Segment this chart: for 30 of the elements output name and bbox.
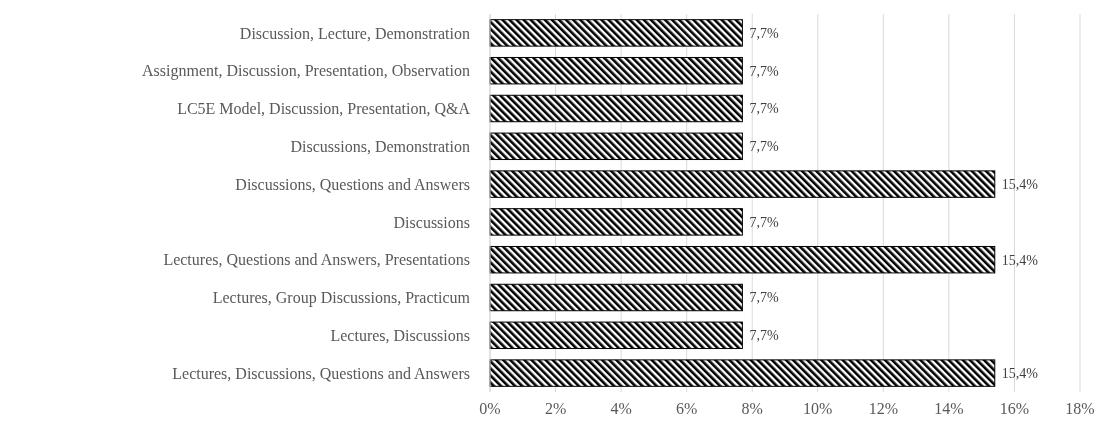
x-tick-label: 2%: [544, 400, 567, 417]
data-label: 7,7%: [749, 139, 779, 155]
data-label: 15,4%: [1001, 366, 1039, 381]
x-tick-label: 0%: [479, 400, 501, 417]
data-label: 7,7%: [749, 63, 779, 79]
y-tick-label: Lectures, Questions and Answers, Presentations: [163, 251, 470, 269]
data-label: 7,7%: [749, 214, 779, 230]
y-tick-label: Discussions: [393, 213, 470, 231]
y-tick-label: Discussion, Lecture, Demonstration: [239, 24, 470, 42]
x-tick-label: 4%: [610, 400, 632, 417]
x-tick-label: 16%: [999, 400, 1030, 417]
y-tick-label: Discussions, Questions and Answers: [235, 175, 470, 193]
data-label: 7,7%: [749, 290, 779, 306]
x-tick-label: 14%: [934, 400, 964, 417]
data-label: 7,7%: [749, 328, 779, 344]
x-tick-label: 8%: [741, 400, 763, 417]
x-tick-label: 18%: [1065, 400, 1095, 417]
data-label: 15,4%: [1001, 177, 1039, 192]
x-tick-label: 6%: [676, 400, 698, 417]
y-tick-label: Lectures, Discussions: [330, 326, 470, 344]
y-tick-label: Lectures, Discussions, Questions and Answers: [172, 364, 470, 382]
y-tick-label: Lectures, Group Discussions, Practicum: [212, 289, 471, 308]
data-label: 7,7%: [749, 25, 779, 41]
y-tick-label: Discussions, Demonstration: [290, 137, 470, 155]
data-label: 7,7%: [749, 101, 779, 117]
data-label: 15,4%: [1001, 252, 1039, 268]
y-tick-label: LC5E Model, Discussion, Presentation, Q&A: [177, 100, 471, 118]
x-tick-label: 10%: [803, 400, 833, 417]
x-tick-label: 12%: [868, 400, 898, 417]
y-tick-label: Assignment, Discussion, Presentation, Observation: [142, 62, 470, 81]
